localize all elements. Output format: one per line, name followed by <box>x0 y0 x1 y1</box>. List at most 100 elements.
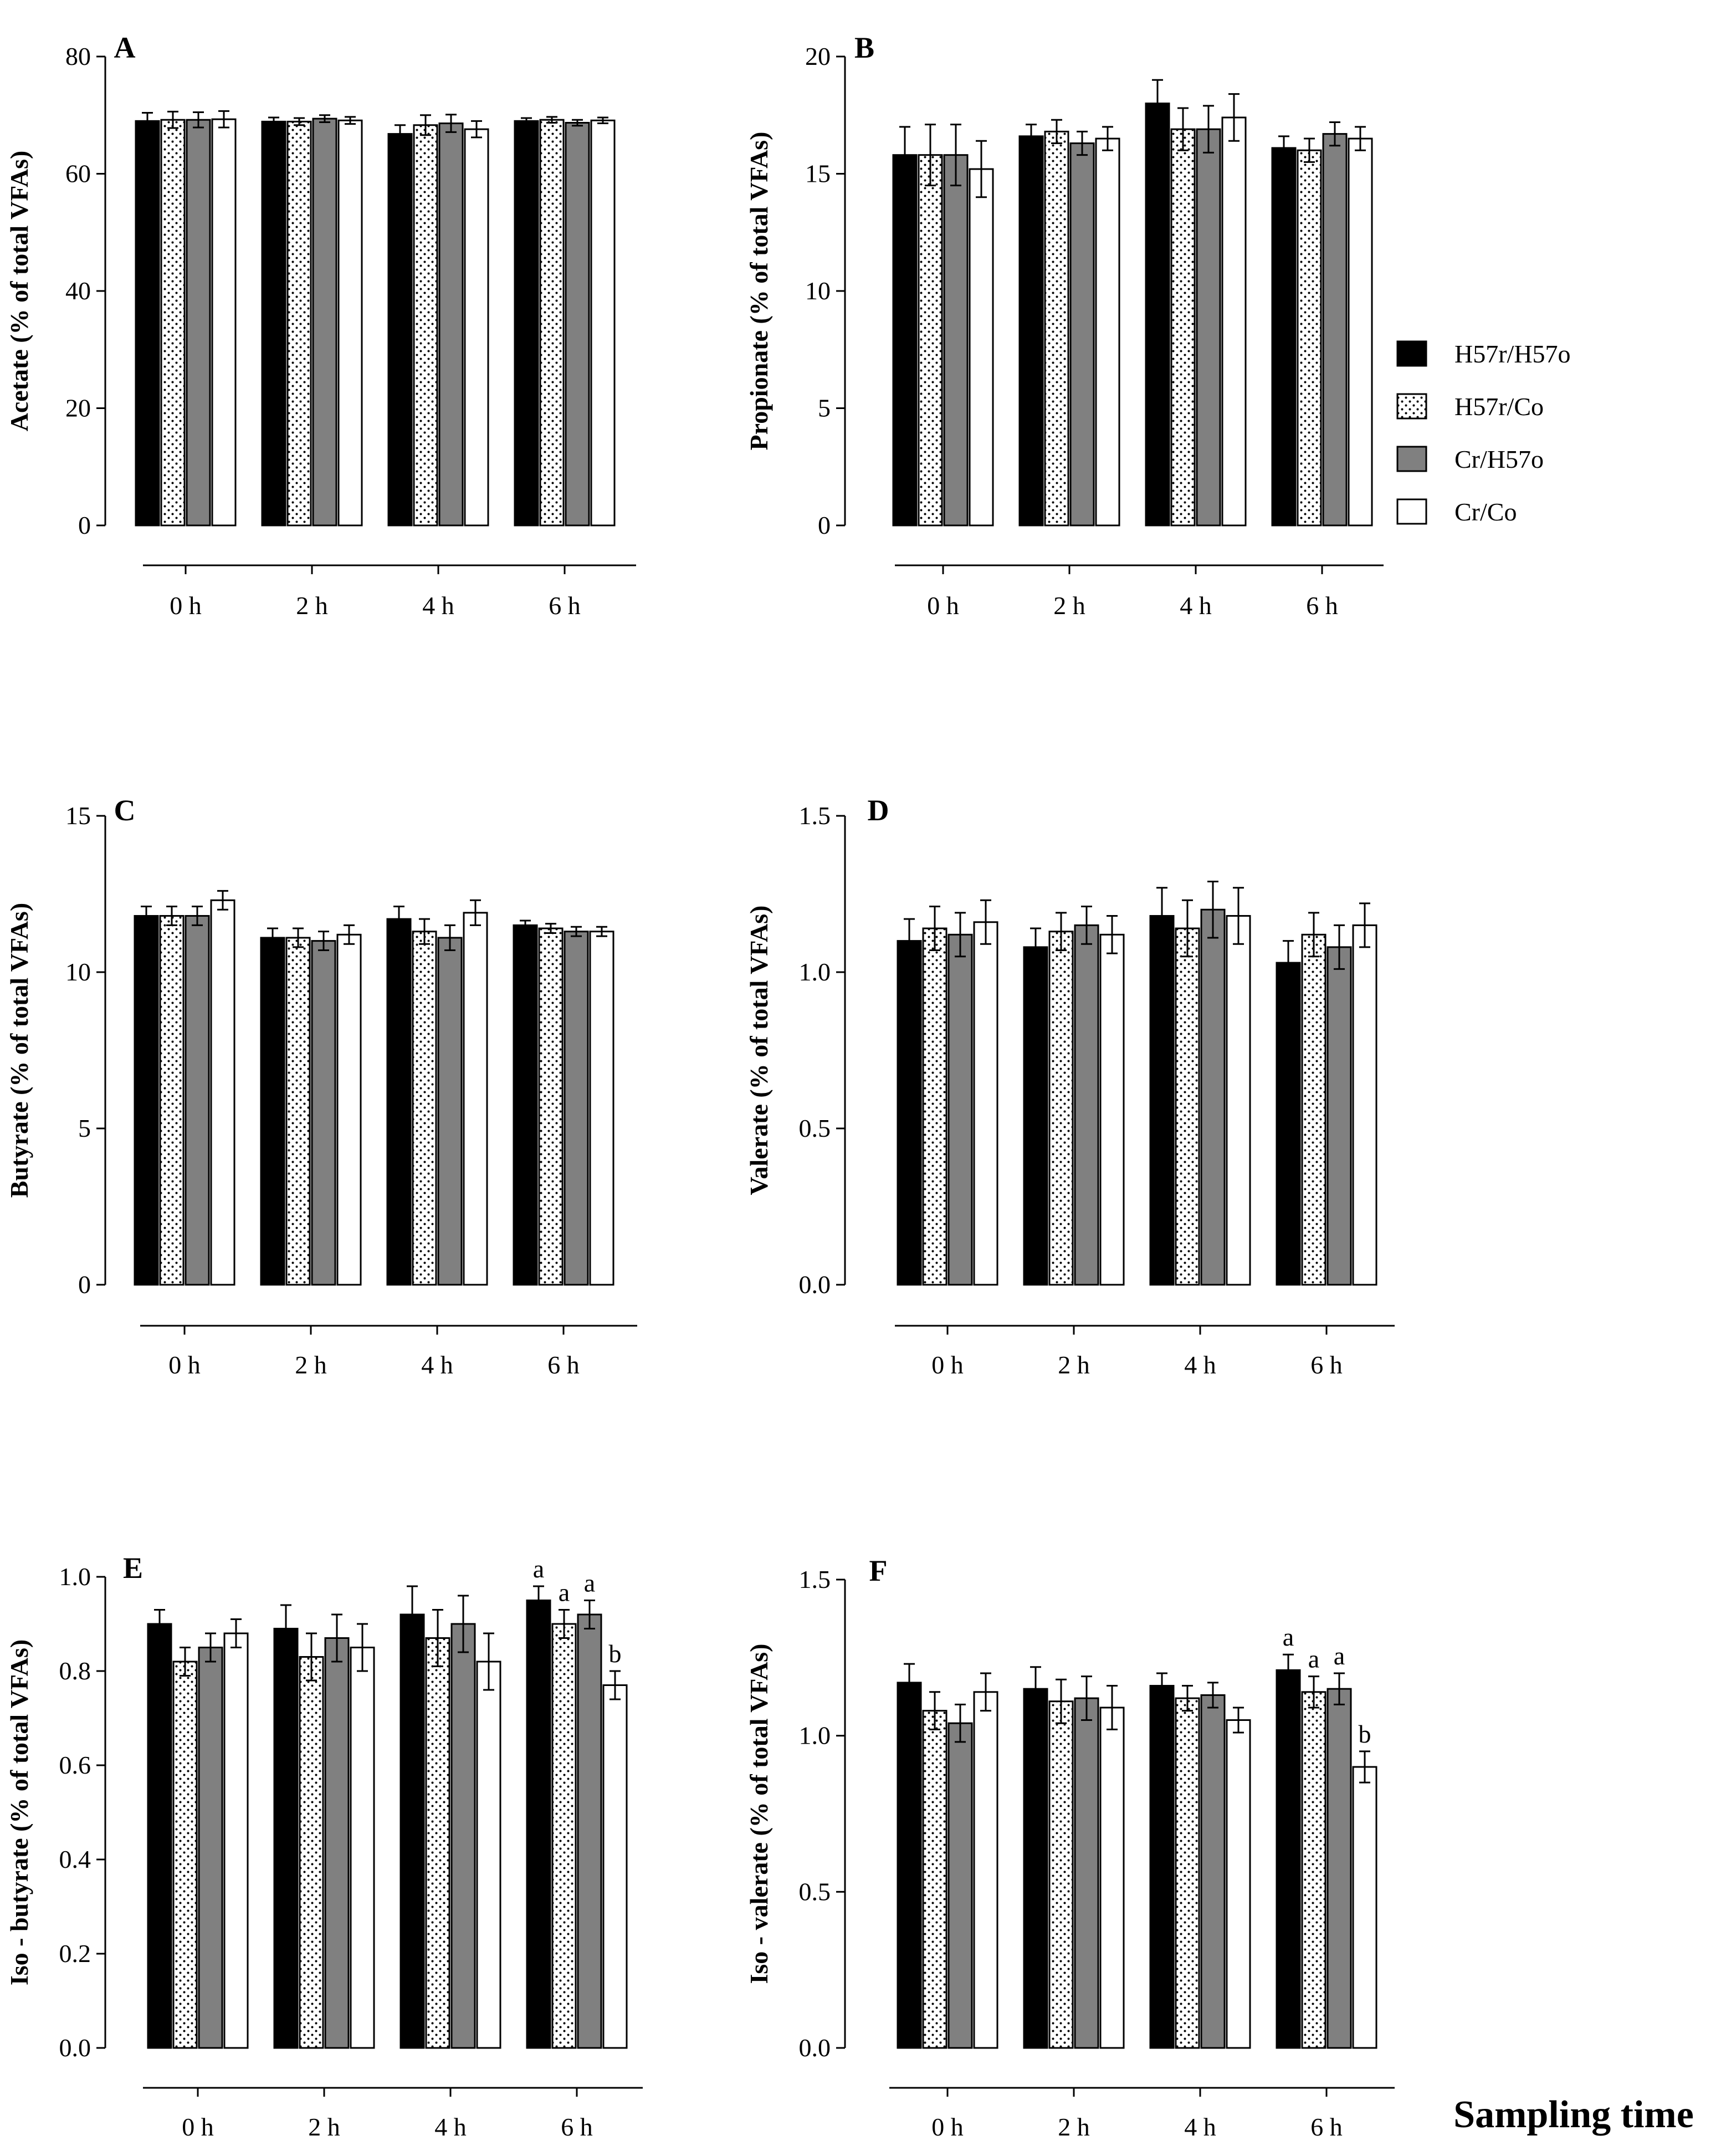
bar-h57r-h57o-4-h <box>386 918 412 1286</box>
bar-h57r-co-2-h <box>285 937 311 1286</box>
x-category-label: 2 h <box>308 2113 340 2141</box>
error-bar <box>445 114 457 133</box>
error-bar <box>1107 914 1118 954</box>
bar-cr-h57o-0-h <box>185 914 210 1286</box>
bar-cr-h57o-2-h <box>312 117 337 527</box>
bar-cr-h57o-6-h <box>577 1613 602 2049</box>
bar-h57r-co-6-h <box>538 927 564 1286</box>
error-bar <box>1233 1707 1244 1734</box>
x-category-label: 0 h <box>168 1351 201 1379</box>
y-tick-label: 0.5 <box>799 1114 831 1142</box>
bar-cr-h57o-6-h <box>1326 946 1352 1286</box>
panel-letter: F <box>869 1554 888 1587</box>
x-category-label: 6 h <box>561 2113 593 2141</box>
error-bar <box>1329 121 1340 147</box>
x-category-label: 4 h <box>1180 591 1212 620</box>
error-bar <box>419 918 430 945</box>
bar-cr-co-6-h <box>1352 924 1377 1286</box>
bar-h57r-co-4-h <box>413 124 438 527</box>
error-bar <box>950 124 961 187</box>
legend-swatch <box>1396 498 1427 525</box>
error-bar <box>217 890 228 911</box>
y-tick-label: 20 <box>65 394 91 422</box>
error-bar <box>319 114 330 123</box>
legend-item-h57r-h57o: H57r/H57o <box>1396 340 1571 368</box>
error-bar <box>521 117 532 125</box>
panel-letter: B <box>854 31 874 64</box>
bar-h57r-co-0-h <box>172 1661 198 2049</box>
bar-h57r-h57o-0-h <box>897 1682 922 2049</box>
bar-cr-h57o-2-h <box>311 940 336 1286</box>
error-bar <box>1056 1678 1067 1724</box>
bar-h57r-co-0-h <box>918 154 943 527</box>
bar-h57r-co-2-h <box>286 120 312 527</box>
bar-cr-co-2-h <box>1099 1707 1125 2049</box>
y-tick-label: 0.8 <box>59 1657 91 1685</box>
error-bar <box>1156 1672 1167 1699</box>
bar-cr-h57o-4-h <box>1196 128 1221 527</box>
y-tick-label: 0 <box>78 1270 91 1299</box>
bar-h57r-co-6-h <box>1297 149 1322 527</box>
y-axis-label: Propionate (% of total VFAs) <box>745 132 773 451</box>
y-tick-label: 0.0 <box>799 2034 831 2062</box>
bar-cr-co-6-h <box>589 931 614 1286</box>
error-bar <box>1182 1685 1193 1712</box>
y-tick-label: 0.0 <box>799 1270 831 1299</box>
error-bar <box>1308 1675 1319 1709</box>
y-tick-label: 1.0 <box>799 958 831 986</box>
error-bar <box>596 926 607 937</box>
bar-h57r-h57o-4-h <box>1145 103 1170 527</box>
significance-letter: a <box>1308 1645 1319 1673</box>
bar-h57r-h57o-2-h <box>273 1628 299 2049</box>
bar-h57r-h57o-4-h <box>387 133 413 527</box>
x-category-label: 4 h <box>434 2113 467 2141</box>
error-bar <box>1203 105 1214 154</box>
error-bar <box>904 1663 915 1703</box>
error-bar <box>571 926 582 937</box>
x-category-label: 6 h <box>547 1351 580 1379</box>
bar-cr-co-2-h <box>336 933 362 1286</box>
error-bar <box>1304 137 1315 163</box>
error-bar <box>180 1647 191 1677</box>
error-bar <box>610 1670 621 1700</box>
error-bar <box>141 906 152 926</box>
x-category-label: 4 h <box>422 591 454 620</box>
y-axis-label: Butyrate (% of total VFAs) <box>5 903 33 1198</box>
y-axis-label: Iso - butyrate (% of total VFAs) <box>5 1639 33 1985</box>
significance-letter: a <box>1283 1623 1294 1651</box>
error-bar <box>1081 906 1092 945</box>
error-bar <box>483 1632 494 1691</box>
bar-cr-co-4-h <box>464 128 489 527</box>
error-bar <box>444 924 455 952</box>
error-bar <box>904 918 915 964</box>
error-bar <box>559 1609 570 1639</box>
y-tick-label: 0.5 <box>799 1877 831 1905</box>
error-bar <box>471 120 482 139</box>
error-bar <box>546 116 557 124</box>
error-bar <box>393 906 404 933</box>
error-bar <box>1359 902 1370 948</box>
y-tick-label: 0.0 <box>59 2034 91 2062</box>
y-tick-label: 20 <box>805 42 831 70</box>
bar-h57r-co-6-h <box>1301 1691 1326 2049</box>
x-category-label: 0 h <box>931 1351 964 1379</box>
error-bar <box>1283 1653 1294 1687</box>
significance-letter: a <box>533 1555 544 1583</box>
bar-cr-h57o-2-h <box>1074 924 1099 1286</box>
bar-cr-co-6-h <box>1348 137 1373 527</box>
legend-item-h57r-co: H57r/Co <box>1396 392 1544 421</box>
legend-item-cr-h57o: Cr/H57o <box>1396 445 1544 473</box>
error-bar <box>572 119 583 127</box>
bar-h57r-co-4-h <box>1175 927 1200 1286</box>
error-bar <box>280 1604 291 1653</box>
y-tick-label: 0 <box>818 511 831 539</box>
error-bar <box>955 912 966 958</box>
bar-cr-co-0-h <box>973 1691 998 2049</box>
panel-c: C 0 5 10 15 Butyrate (% of total VFAs) 0 h 2 h 4… <box>5 794 637 1379</box>
bar-h57r-h57o-6-h <box>1276 1669 1301 2049</box>
bar-h57r-co-4-h <box>1175 1697 1200 2049</box>
error-bar <box>432 1609 443 1667</box>
x-axis-title: Sampling time <box>1453 2093 1694 2136</box>
bar-cr-h57o-0-h <box>947 933 973 1286</box>
bar-cr-co-4-h <box>1226 914 1251 1286</box>
